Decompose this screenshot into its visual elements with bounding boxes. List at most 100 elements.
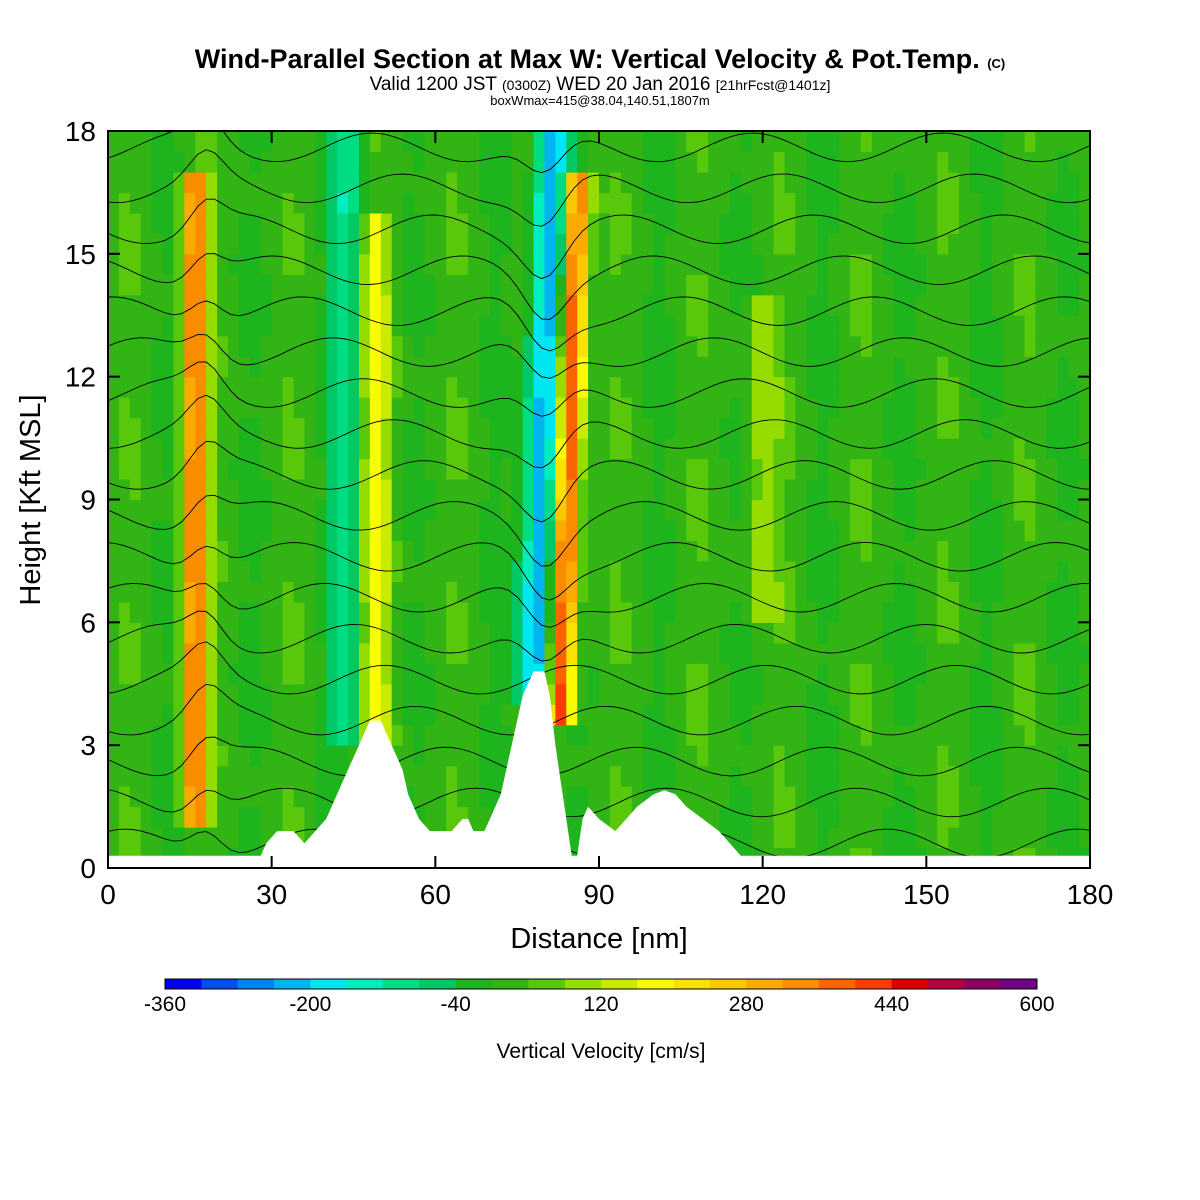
field-cell (599, 356, 611, 378)
field-cell (173, 519, 185, 542)
field-cell (839, 560, 851, 582)
field-cell (348, 397, 360, 419)
field-cell (358, 581, 371, 603)
field-cell (282, 786, 295, 808)
field-cell (326, 417, 338, 439)
field-cell (151, 683, 164, 705)
field-cell (489, 274, 502, 296)
field-cell (871, 642, 884, 664)
field-cell (108, 131, 120, 153)
field-cell (446, 438, 458, 460)
field-cell (719, 376, 731, 398)
field-cell (1068, 192, 1080, 214)
field-cell (1079, 479, 1090, 501)
field-cell (751, 581, 764, 603)
field-cell (1079, 212, 1090, 234)
field-cell (806, 233, 818, 255)
field-cell (1046, 806, 1058, 828)
field-cell (588, 171, 600, 194)
field-cell (282, 417, 295, 439)
field-cell (751, 765, 764, 787)
field-cell (446, 458, 458, 480)
field-cell (828, 479, 840, 501)
field-cell (588, 151, 600, 173)
field-cell (151, 397, 164, 419)
field-cell (860, 376, 873, 398)
field-cell (751, 233, 764, 255)
field-cell (871, 356, 884, 378)
field-cell (151, 724, 164, 746)
field-cell (860, 274, 873, 296)
field-cell (108, 827, 120, 849)
field-cell (391, 417, 404, 439)
field-cell (828, 151, 840, 173)
field-cell (839, 499, 851, 521)
field-cell (522, 601, 535, 623)
field-cell (162, 622, 175, 644)
field-cell (762, 581, 775, 603)
field-cell (577, 479, 589, 501)
field-cell (839, 765, 851, 787)
field-cell (162, 151, 175, 173)
field-cell (424, 397, 436, 419)
field-cell (402, 376, 415, 398)
field-cell (1057, 560, 1069, 582)
field-cell (664, 131, 676, 153)
field-cell (446, 417, 458, 439)
field-cell (129, 479, 142, 501)
field-cell (402, 458, 415, 480)
field-cell (424, 765, 436, 787)
field-cell (478, 458, 491, 480)
field-cell (326, 540, 338, 562)
field-cell (511, 417, 524, 439)
field-cell (151, 663, 164, 685)
field-cell (631, 601, 644, 623)
field-cell (729, 560, 742, 582)
field-cell (140, 335, 153, 357)
field-cell (609, 294, 622, 316)
field-cell (457, 499, 469, 521)
field-cell (1046, 622, 1058, 644)
field-cell (675, 683, 687, 705)
field-cell (566, 560, 578, 582)
field-cell (293, 131, 305, 153)
field-cell (926, 131, 938, 153)
field-cell (162, 192, 175, 214)
field-cell (238, 192, 251, 214)
field-cell (882, 601, 895, 623)
field-cell (1057, 315, 1069, 337)
field-cell (424, 212, 436, 234)
field-cell (217, 212, 229, 234)
field-cell (500, 397, 513, 419)
field-cell (893, 212, 906, 234)
field-cell (326, 131, 338, 153)
field-cell (620, 724, 633, 746)
field-cell (708, 253, 720, 275)
field-cell (620, 131, 633, 153)
field-cell (1002, 765, 1015, 787)
field-cell (457, 519, 469, 542)
field-cell (1013, 212, 1026, 234)
field-cell (468, 356, 480, 378)
field-cell (424, 131, 436, 153)
field-cell (631, 192, 644, 214)
field-cell (206, 786, 218, 808)
field-cell (511, 397, 524, 419)
field-cell (686, 540, 698, 562)
field-cell (860, 438, 873, 460)
field-cell (719, 151, 731, 173)
field-cell (599, 560, 611, 582)
field-cell (522, 376, 535, 398)
field-cell (959, 335, 971, 357)
field-cell (871, 683, 884, 705)
field-cell (991, 519, 1004, 542)
field-cell (1002, 724, 1015, 746)
field-cell (1068, 335, 1080, 357)
field-cell (260, 131, 273, 153)
field-cell (326, 601, 338, 623)
field-cell (588, 724, 600, 746)
field-cell (555, 356, 567, 378)
field-cell (620, 417, 633, 439)
field-cell (326, 622, 338, 644)
field-cell (511, 663, 524, 685)
